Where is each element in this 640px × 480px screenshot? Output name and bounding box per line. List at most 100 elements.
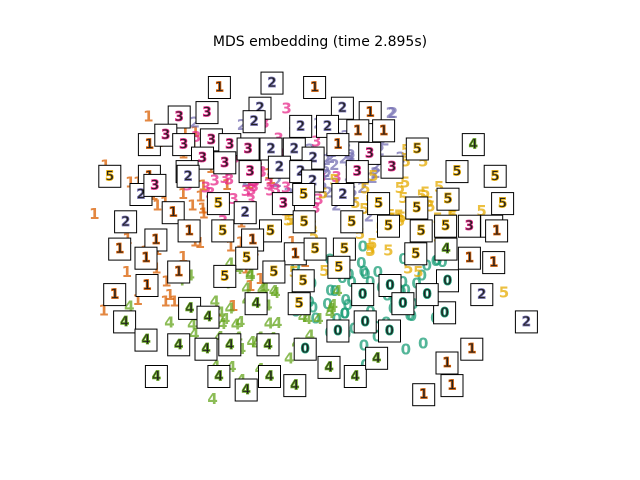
- digit-point-2: 2: [345, 146, 355, 164]
- thumbnail-digit: 1: [489, 256, 498, 271]
- thumbnail-frame: [195, 101, 219, 125]
- digit-point-1: 1: [225, 238, 235, 256]
- digit-thumbnail-0: 0: [378, 274, 402, 297]
- digit-point-4: 4: [264, 315, 274, 333]
- thumbnail-frame: [194, 337, 218, 361]
- digit-point-4: 4: [235, 313, 245, 331]
- thumbnail-digit: 2: [522, 315, 531, 330]
- thumbnail-digit: 3: [465, 219, 474, 234]
- thumbnail-frame: [135, 274, 159, 297]
- digit-point-1: 1: [160, 292, 170, 310]
- digit-thumbnail-5: 5: [259, 219, 282, 243]
- digit-point-3: 3: [281, 99, 291, 117]
- digit-point-4: 4: [225, 255, 235, 273]
- digit-point-3: 3: [313, 191, 323, 209]
- digit-thumbnail-2: 2: [470, 283, 494, 307]
- thumbnail-digit: 5: [452, 165, 461, 180]
- digit-thumbnail-1: 1: [346, 119, 370, 143]
- digit-thumbnail-1: 1: [108, 237, 132, 261]
- digit-point-3: 3: [191, 128, 201, 146]
- thumbnail-frame: [176, 164, 200, 188]
- digit-thumbnail-1: 1: [161, 201, 185, 225]
- thumbnail-frame: [143, 173, 167, 197]
- thumbnail-frame: [378, 274, 402, 297]
- digit-point-1: 1: [197, 199, 207, 217]
- digit-thumbnail-5: 5: [206, 192, 230, 216]
- digit-thumbnail-4: 4: [113, 310, 137, 334]
- thumbnail-digit: 4: [152, 370, 161, 385]
- digit-thumbnail-1: 1: [460, 337, 484, 361]
- digit-point-0: 0: [422, 257, 432, 275]
- thumbnail-frame: [343, 365, 367, 388]
- thumbnail-digit: 1: [442, 356, 451, 371]
- thumbnail-frame: [404, 242, 428, 266]
- digit-thumbnail-4: 4: [365, 346, 389, 370]
- thumbnail-frame: [470, 283, 494, 307]
- thumbnail-frame: [113, 310, 137, 334]
- digit-point-2: 2: [364, 208, 374, 226]
- thumbnail-digit: 5: [266, 224, 275, 239]
- digit-thumbnail-1: 1: [134, 246, 158, 270]
- thumbnail-digit: 1: [353, 124, 362, 139]
- digit-point-3: 3: [281, 179, 291, 197]
- digit-point-0: 0: [358, 238, 368, 256]
- digit-point-4: 4: [189, 325, 199, 343]
- digit-point-1: 1: [266, 170, 276, 188]
- thumbnail-digit: 4: [441, 242, 450, 257]
- digit-point-5: 5: [403, 260, 413, 278]
- thumbnail-frame: [233, 201, 257, 225]
- digit-point-2: 2: [321, 151, 331, 169]
- thumbnail-frame: [114, 210, 138, 234]
- digit-thumbnail-2: 2: [289, 114, 313, 138]
- thumbnail-digit: 1: [333, 138, 342, 153]
- digit-thumbnail-1: 1: [440, 374, 464, 398]
- digit-thumbnail-1: 1: [283, 242, 307, 266]
- thumbnail-frame: [244, 292, 268, 316]
- digit-point-0: 0: [310, 309, 320, 327]
- digit-thumbnail-1: 1: [207, 76, 231, 99]
- digit-point-1: 1: [125, 173, 135, 191]
- thumbnail-frame: [372, 119, 396, 143]
- digit-point-0: 0: [400, 281, 410, 299]
- digit-point-1: 1: [245, 277, 255, 295]
- digit-thumbnail-4: 4: [196, 305, 220, 329]
- digit-point-4: 4: [245, 267, 255, 285]
- digit-point-5: 5: [309, 227, 319, 245]
- digit-thumbnail-1: 1: [372, 119, 396, 143]
- digit-point-3: 3: [256, 163, 266, 181]
- thumbnail-digit: 5: [491, 169, 500, 184]
- thumbnail-frame: [291, 269, 315, 293]
- thumbnail-frame: [134, 246, 158, 270]
- thumbnail-digit: 2: [296, 165, 305, 180]
- thumbnail-digit: 5: [374, 197, 383, 212]
- thumbnail-digit: 1: [174, 265, 183, 280]
- digit-thumbnail-3: 3: [236, 137, 260, 161]
- thumbnail-digit: 1: [169, 206, 178, 221]
- digit-thumbnail-5: 5: [292, 183, 316, 206]
- digit-point-2: 2: [190, 114, 200, 132]
- digit-point-0: 0: [332, 310, 342, 328]
- digit-point-4: 4: [298, 308, 308, 326]
- digit-thumbnail-3: 3: [143, 173, 167, 197]
- digit-point-2: 2: [339, 149, 349, 167]
- digit-thumbnail-4: 4: [461, 133, 485, 157]
- digit-point-1: 1: [187, 197, 197, 215]
- digit-point-1: 1: [169, 293, 179, 311]
- digit-thumbnail-3: 3: [358, 141, 382, 165]
- digit-point-2: 2: [323, 183, 333, 201]
- digit-point-4: 4: [260, 279, 270, 297]
- digit-thumbnails-layer: 1212213322211133332221354333512332223355…: [98, 71, 538, 407]
- thumbnail-digit: 4: [263, 338, 272, 353]
- digit-thumbnail-5: 5: [367, 192, 391, 216]
- thumbnail-digit: 1: [467, 342, 476, 357]
- thumbnail-digit: 4: [225, 338, 234, 353]
- thumbnail-frame: [436, 269, 459, 293]
- digit-thumbnail-2: 2: [267, 155, 291, 179]
- digit-point-0: 0: [356, 254, 366, 272]
- thumbnail-digit: 1: [145, 138, 154, 153]
- thumbnail-digit: 4: [201, 342, 210, 357]
- thumbnail-digit: 4: [214, 370, 223, 385]
- digit-point-3: 3: [246, 181, 256, 199]
- digit-point-4: 4: [313, 310, 323, 328]
- digit-point-1: 1: [190, 123, 200, 141]
